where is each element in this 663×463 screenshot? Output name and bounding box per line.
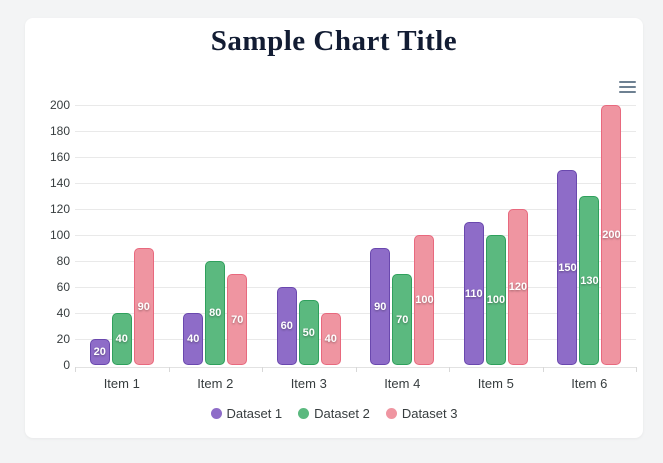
legend-marker-icon — [298, 408, 310, 419]
bar-value-label: 20 — [93, 346, 106, 358]
gridline — [75, 287, 636, 288]
bar-value-label: 40 — [187, 333, 200, 345]
hamburger-menu-icon[interactable] — [619, 81, 636, 93]
x-axis-tick — [636, 367, 637, 372]
bar-value-label: 70 — [396, 313, 409, 326]
x-axis-category-label: Item 1 — [103, 376, 140, 391]
y-axis-tick-label: 60 — [56, 280, 70, 294]
x-axis-tick — [168, 367, 170, 372]
bar-value-label: 40 — [115, 333, 128, 345]
legend-item-dataset-1[interactable]: Dataset 1 — [210, 406, 283, 421]
legend-marker-icon — [210, 408, 222, 419]
y-axis-tick-label: 40 — [56, 306, 70, 320]
bar-dataset-3-item-5[interactable]: 120 — [507, 209, 528, 365]
x-axis-tick — [355, 367, 357, 372]
x-axis-tick — [75, 367, 76, 372]
bar-dataset-1-item-6[interactable]: 150 — [557, 170, 578, 365]
legend-label: Dataset 3 — [401, 406, 458, 421]
x-axis-category-label: Item 2 — [197, 376, 234, 391]
gridline — [75, 157, 636, 158]
bar-dataset-3-item-1[interactable]: 90 — [133, 248, 154, 365]
bar-value-label: 60 — [280, 320, 293, 332]
gridline — [75, 183, 636, 184]
gridline — [75, 105, 636, 106]
y-axis-tick-label: 180 — [49, 124, 70, 138]
gridline — [75, 209, 636, 210]
y-axis-tick-label: 140 — [49, 176, 70, 190]
x-axis-category-label: Item 3 — [290, 376, 327, 391]
gridline — [75, 235, 636, 236]
bar-value-label: 150 — [558, 261, 577, 274]
x-axis-tick — [449, 367, 450, 372]
legend-label: Dataset 1 — [226, 406, 283, 421]
bar-value-label: 90 — [374, 300, 387, 313]
bar-dataset-3-item-6[interactable]: 200 — [601, 105, 622, 365]
y-axis-tick-label: 80 — [56, 254, 70, 268]
bar-dataset-1-item-3[interactable]: 60 — [276, 287, 297, 365]
bar-dataset-2-item-2[interactable]: 80 — [205, 261, 226, 365]
bar-dataset-1-item-1[interactable]: 20 — [89, 339, 110, 365]
bar-dataset-1-item-2[interactable]: 40 — [183, 313, 204, 365]
y-axis-tick-label: 20 — [56, 332, 70, 346]
chart-card: Sample Chart Title 0 20 40 60 80 100 120 140 160… — [25, 18, 643, 438]
bar-value-label: 100 — [486, 294, 506, 306]
bar-value-label: 120 — [508, 281, 528, 293]
gridline — [75, 313, 636, 314]
hamburger-line — [619, 85, 636, 89]
gridline — [75, 261, 636, 262]
legend-label: Dataset 2 — [314, 406, 370, 421]
gridline — [75, 339, 636, 340]
bar-value-label: 110 — [464, 287, 483, 300]
bar-dataset-1-item-4[interactable]: 90 — [370, 248, 391, 365]
bar-dataset-2-item-5[interactable]: 100 — [485, 235, 506, 365]
bar-dataset-2-item-6[interactable]: 130 — [579, 196, 600, 365]
bar-value-label: 100 — [415, 294, 434, 306]
legend-item-dataset-2[interactable]: Dataset 2 — [298, 406, 370, 421]
x-axis-tick — [262, 367, 263, 372]
y-axis-tick-label: 160 — [49, 150, 70, 164]
chart-legend: Dataset 1 Dataset 2 Dataset 3 — [25, 406, 643, 421]
chart-title: Sample Chart Title — [210, 25, 458, 57]
legend-item-dataset-3[interactable]: Dataset 3 — [385, 406, 458, 421]
gridline — [75, 131, 636, 132]
hamburger-line — [619, 81, 636, 84]
y-axis-tick-label: 100 — [49, 228, 70, 242]
bar-dataset-3-item-2[interactable]: 70 — [227, 274, 248, 365]
bar-value-label: 80 — [209, 307, 222, 319]
y-axis-tick-label: 120 — [49, 202, 70, 216]
legend-marker-icon — [385, 408, 397, 419]
x-axis-tick — [542, 367, 544, 372]
bar-value-label: 70 — [231, 313, 244, 326]
y-axis-tick-label: 200 — [49, 98, 70, 112]
bar-value-label: 200 — [602, 229, 621, 241]
x-axis-category-label: Item 4 — [384, 376, 421, 391]
bar-dataset-3-item-4[interactable]: 100 — [414, 235, 435, 365]
bar-dataset-1-item-5[interactable]: 110 — [463, 222, 484, 365]
bar-value-label: 50 — [302, 326, 315, 339]
x-axis-category-label: Item 6 — [571, 376, 608, 391]
bar-dataset-2-item-1[interactable]: 40 — [111, 313, 132, 365]
bar-dataset-2-item-4[interactable]: 70 — [392, 274, 413, 365]
bar-dataset-3-item-3[interactable]: 40 — [320, 313, 341, 365]
x-axis-category-label: Item 5 — [477, 376, 514, 391]
bar-dataset-2-item-3[interactable]: 50 — [298, 300, 319, 365]
bar-value-label: 90 — [137, 300, 150, 313]
bar-value-label: 40 — [324, 333, 337, 345]
hamburger-line — [619, 90, 636, 93]
bar-chart-plot-area: 0 20 40 60 80 100 120 140 160 180 200 Item 1 20 40 90 I… — [25, 18, 643, 438]
bar-value-label: 130 — [580, 274, 599, 287]
y-axis-tick-label: 0 — [63, 358, 70, 372]
